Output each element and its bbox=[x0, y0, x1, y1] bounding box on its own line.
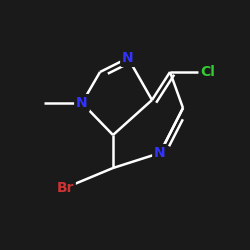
Text: N: N bbox=[154, 146, 166, 160]
Text: N: N bbox=[122, 51, 134, 65]
Text: Br: Br bbox=[56, 181, 74, 195]
Text: Cl: Cl bbox=[200, 65, 216, 79]
Text: N: N bbox=[76, 96, 88, 110]
